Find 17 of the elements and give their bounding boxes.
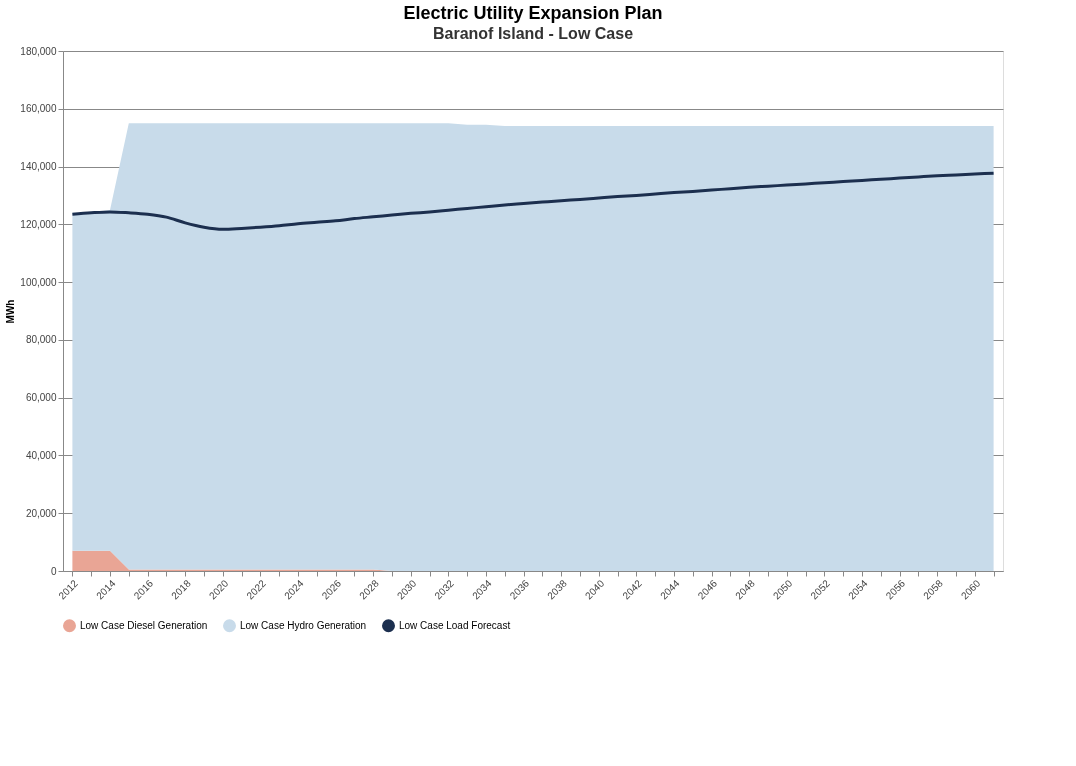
y-tick-label: 160,000 bbox=[20, 103, 57, 115]
y-tick-label: 80,000 bbox=[25, 334, 57, 346]
y-tick-label: 60,000 bbox=[25, 392, 57, 404]
y-axis-title: MWh bbox=[5, 299, 17, 324]
y-tick-label: 20,000 bbox=[25, 507, 57, 519]
y-tick-label: 120,000 bbox=[20, 218, 57, 230]
chart-title: Electric Utility Expansion Plan bbox=[403, 3, 663, 23]
legend-label: Low Case Diesel Generation bbox=[80, 619, 208, 631]
legend-label: Low Case Load Forecast bbox=[399, 619, 511, 631]
y-tick-label: 0 bbox=[50, 565, 57, 577]
y-tick-label: 140,000 bbox=[20, 161, 57, 173]
y-tick-label: 180,000 bbox=[20, 45, 57, 57]
line-series bbox=[70, 171, 996, 231]
y-tick-label: 40,000 bbox=[25, 449, 57, 461]
y-tick-label: 100,000 bbox=[20, 276, 57, 288]
chart-subtitle: Baranof Island - Low Case bbox=[432, 25, 634, 42]
legend-label: Low Case Hydro Generation bbox=[240, 619, 367, 631]
